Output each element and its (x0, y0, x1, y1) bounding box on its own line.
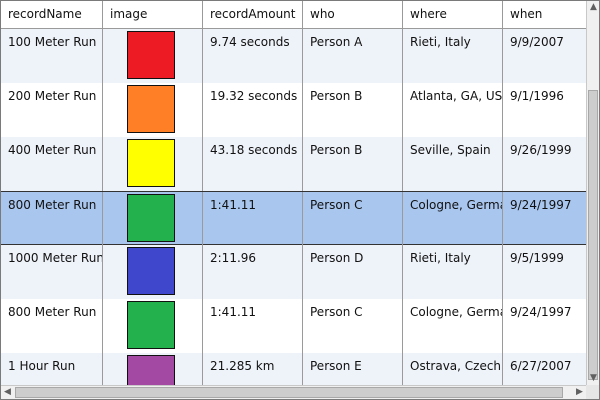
cell-amount[interactable]: 19.32 seconds (203, 83, 303, 137)
cell-where[interactable]: Atlanta, GA, USA (403, 83, 503, 137)
cell-who[interactable]: Person E (303, 353, 403, 385)
image-cell[interactable] (103, 245, 203, 299)
cell-when[interactable]: 9/1/1996 (503, 83, 586, 137)
cell-who[interactable]: Person B (303, 137, 403, 191)
cell-amount[interactable]: 9.74 seconds (203, 29, 303, 83)
color-swatch (127, 31, 175, 79)
table-row[interactable]: 800 Meter Run 1:41.11 Person C Cologne, Ger… (1, 191, 586, 245)
color-swatch (127, 247, 175, 295)
table-row[interactable]: 1 Hour Run 21.285 km Person E Ostrava, Czec… (1, 353, 586, 385)
column-header-image[interactable]: image (103, 1, 203, 28)
vertical-scrollbar[interactable]: ▲ ▼ (586, 1, 599, 385)
cell-who[interactable]: Person A (303, 29, 403, 83)
scroll-right-icon[interactable]: ▶ (573, 386, 586, 399)
horizontal-scrollbar[interactable]: ◀ ▶ (1, 385, 586, 399)
cell-where[interactable]: Rieti, Italy (403, 29, 503, 83)
cell-amount[interactable]: 1:41.11 (203, 299, 303, 353)
cell-where[interactable]: Cologne, Germany (403, 299, 503, 353)
cell-when[interactable]: 6/27/2007 (503, 353, 586, 385)
cell-amount[interactable]: 2:11.96 (203, 245, 303, 299)
cell-name[interactable]: 100 Meter Run (1, 29, 103, 83)
scroll-down-icon[interactable]: ▼ (587, 372, 600, 385)
cell-when[interactable]: 9/5/1999 (503, 245, 586, 299)
column-header-recordname[interactable]: recordName (1, 1, 103, 28)
scroll-left-icon[interactable]: ◀ (1, 386, 14, 399)
cell-name[interactable]: 400 Meter Run (1, 137, 103, 191)
column-header-when[interactable]: when (503, 1, 586, 28)
color-swatch (127, 85, 175, 133)
cell-name[interactable]: 800 Meter Run (1, 299, 103, 353)
cell-name[interactable]: 800 Meter Run (1, 192, 103, 246)
cell-who[interactable]: Person C (303, 299, 403, 353)
image-cell[interactable] (103, 83, 203, 137)
cell-name[interactable]: 1000 Meter Run (1, 245, 103, 299)
cell-amount[interactable]: 1:41.11 (203, 192, 303, 246)
cell-when[interactable]: 9/26/1999 (503, 137, 586, 191)
color-swatch (127, 139, 175, 187)
cell-where[interactable]: Rieti, Italy (403, 245, 503, 299)
cell-amount[interactable]: 21.285 km (203, 353, 303, 385)
column-header-where[interactable]: where (403, 1, 503, 28)
scrollbar-corner (586, 385, 599, 399)
cell-when[interactable]: 9/24/1997 (503, 299, 586, 353)
cell-amount[interactable]: 43.18 seconds (203, 137, 303, 191)
column-header-recordamount[interactable]: recordAmount (203, 1, 303, 28)
cell-name[interactable]: 200 Meter Run (1, 83, 103, 137)
cell-who[interactable]: Person B (303, 83, 403, 137)
cell-when[interactable]: 9/9/2007 (503, 29, 586, 83)
table-row[interactable]: 400 Meter Run 43.18 seconds Person B Sevill… (1, 137, 586, 191)
table-row[interactable]: 1000 Meter Run 2:11.96 Person D Rieti, Ital… (1, 245, 586, 299)
cell-where[interactable]: Ostrava, Czech Republic (403, 353, 503, 385)
image-cell[interactable] (103, 137, 203, 191)
color-swatch (127, 194, 175, 242)
horizontal-scroll-thumb[interactable] (15, 387, 563, 398)
cell-name[interactable]: 1 Hour Run (1, 353, 103, 385)
column-header-who[interactable]: who (303, 1, 403, 28)
cell-where[interactable]: Seville, Spain (403, 137, 503, 191)
table-row[interactable]: 800 Meter Run 1:41.11 Person C Cologne, Ger… (1, 299, 586, 353)
color-swatch (127, 301, 175, 349)
cell-where[interactable]: Cologne, Germany (403, 192, 503, 246)
image-cell[interactable] (103, 29, 203, 83)
table-row[interactable]: 100 Meter Run 9.74 seconds Person A Rieti, … (1, 29, 586, 83)
cell-when[interactable]: 9/24/1997 (503, 192, 586, 246)
vertical-scroll-thumb[interactable] (588, 90, 598, 380)
table-row[interactable]: 200 Meter Run 19.32 seconds Person B Atlant… (1, 83, 586, 137)
image-cell[interactable] (103, 192, 203, 246)
column-header-row: recordName image recordAmount who where … (1, 1, 586, 29)
cell-who[interactable]: Person D (303, 245, 403, 299)
cell-who[interactable]: Person C (303, 192, 403, 246)
color-swatch (127, 355, 175, 385)
image-cell[interactable] (103, 353, 203, 385)
grid-body: 100 Meter Run 9.74 seconds Person A Rieti, … (1, 29, 586, 385)
image-cell[interactable] (103, 299, 203, 353)
scroll-up-icon[interactable]: ▲ (587, 1, 600, 14)
